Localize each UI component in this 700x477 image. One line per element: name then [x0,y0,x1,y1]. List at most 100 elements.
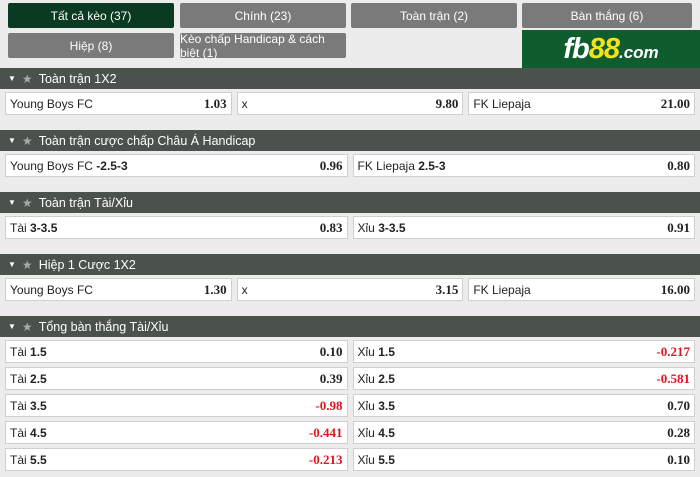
odds-cell[interactable]: Xỉu 4.5 0.28 [352,421,695,444]
odds-cell[interactable]: Xỉu 1.5 -0.217 [352,340,695,363]
odds-value: 1.30 [203,281,227,297]
selection-line: 2.5 [378,371,395,386]
section-header[interactable]: ▼ ★ Tổng bàn thắng Tài/Xỉu [0,316,700,337]
selection-label: Tài [10,425,27,440]
selection-line: 3-3.5 [30,220,58,235]
selection-label: Tài [10,398,27,413]
tab-2[interactable]: Toàn trận (2) [351,3,517,28]
market-section: ▼ ★ Toàn trận 1X2 Young Boys FC 1.03 x 9.80 F… [0,68,700,119]
selection-label: Xỉu [357,425,375,440]
selection: FK Liepaja [473,97,530,111]
odds-cell[interactable]: FK Liepaja 21.00 [468,92,696,115]
tab-0[interactable]: Tất cả kèo (37) [8,3,174,28]
odds-cell[interactable]: x 9.80 [236,92,464,115]
fb88-logo: fb 88 .com [522,30,700,68]
selection-line: 2.5-3 [418,158,446,173]
selection: Tài 1.5 [10,345,47,359]
section-header[interactable]: ▼ ★ Toàn trận 1X2 [0,68,700,89]
odds-value: -0.98 [315,397,343,413]
odds-cell[interactable]: x 3.15 [236,278,464,301]
odds-cell[interactable]: Xỉu 2.5 -0.581 [352,367,695,390]
odds-row: Young Boys FC 1.03 x 9.80 FK Liepaja 21.00 [5,92,696,115]
selection-line: 1.5 [378,344,395,359]
favorite-star-icon[interactable]: ★ [21,195,33,210]
odds-cell[interactable]: Tài 1.5 0.10 [5,340,348,363]
selection: FK Liepaja [473,283,530,297]
collapse-arrow-icon[interactable]: ▼ [8,322,16,331]
selection: Tài 4.5 [10,426,47,440]
odds-cell[interactable]: Young Boys FC -2.5-3 0.96 [5,154,348,177]
selection-label: Xỉu [357,452,375,467]
odds-cell[interactable]: Young Boys FC 1.30 [5,278,232,301]
tab-3[interactable]: Bàn thắng (6) [522,3,692,28]
odds-row: Young Boys FC -2.5-3 0.96 FK Liepaja 2.5-3… [5,154,695,177]
selection-label: Young Boys FC [10,96,93,111]
section-title: Toàn trận 1X2 [38,71,117,86]
odds-cell[interactable]: Xỉu 5.5 0.10 [352,448,695,471]
selection-label: Tài [10,452,27,467]
tab-4[interactable]: Hiệp (8) [8,33,174,58]
odds-cell[interactable]: Tài 2.5 0.39 [5,367,348,390]
selection: Tài 3.5 [10,399,47,413]
favorite-star-icon[interactable]: ★ [21,133,33,148]
selection: Xỉu 3.5 [358,399,395,413]
section-title: Toàn trận cược chấp Châu Á Handicap [38,133,256,148]
logo-text-88: 88 [588,32,620,65]
odds-value: -0.581 [656,370,690,386]
odds-cell[interactable]: Tài 4.5 -0.441 [5,421,348,444]
market-section: ▼ ★ Hiệp 1 Cược 1X2 Young Boys FC 1.30 x 3.1… [0,254,700,305]
selection: x [242,283,248,297]
odds-value: 1.03 [203,95,227,111]
selection-label: FK Liepaja [357,158,415,173]
odds-cell[interactable]: FK Liepaja 16.00 [468,278,696,301]
market-section: ▼ ★ Toàn trận Tài/Xỉu Tài 3-3.5 0.83 Xỉu 3-3.… [0,192,700,243]
odds-cell[interactable]: FK Liepaja 2.5-3 0.80 [352,154,695,177]
selection-label: Young Boys FC [10,158,93,173]
selection: Xỉu 1.5 [358,345,395,359]
selection-label: FK Liepaja [473,96,531,111]
favorite-star-icon[interactable]: ★ [21,319,33,334]
selection: Tài 5.5 [10,453,47,467]
collapse-arrow-icon[interactable]: ▼ [8,198,16,207]
selection-line: 2.5 [30,371,47,386]
collapse-arrow-icon[interactable]: ▼ [8,74,16,83]
selection: Xỉu 2.5 [358,372,395,386]
selection-label: Young Boys FC [10,282,93,297]
odds-cell[interactable]: Tài 3-3.5 0.83 [5,216,348,239]
favorite-star-icon[interactable]: ★ [21,257,33,272]
logo-text-com: .com [618,43,659,62]
odds-value: -0.213 [308,451,343,467]
selection-label: Xỉu [357,398,375,413]
selection: Xỉu 4.5 [358,426,395,440]
odds-cell[interactable]: Xỉu 3.5 0.70 [352,394,695,417]
selection-line: 5.5 [378,452,395,467]
odds-value: 16.00 [660,281,691,297]
section-title: Hiệp 1 Cược 1X2 [38,257,136,272]
selection: Xỉu 3-3.5 [358,221,406,235]
selection-label: Tài [10,371,27,386]
favorite-star-icon[interactable]: ★ [21,71,33,86]
selection-label: Xỉu [357,344,375,359]
selection: Xỉu 5.5 [358,453,395,467]
tab-5[interactable]: Kèo chấp Handicap & cách biệt (1) [180,32,346,60]
odds-cell[interactable]: Young Boys FC 1.03 [5,92,232,115]
odds-row: Young Boys FC 1.30 x 3.15 FK Liepaja 16.00 [5,278,696,301]
odds-value: 0.10 [319,343,343,359]
odds-cell[interactable]: Tài 5.5 -0.213 [5,448,348,471]
odds-cell[interactable]: Xỉu 3-3.5 0.91 [352,216,695,239]
collapse-arrow-icon[interactable]: ▼ [8,136,16,145]
odds-row: Tài 1.5 0.10 Xỉu 1.5 -0.217 [5,340,695,363]
tab-1[interactable]: Chính (23) [180,3,346,28]
selection-line: 4.5 [378,425,395,440]
collapse-arrow-icon[interactable]: ▼ [8,260,16,269]
section-header[interactable]: ▼ ★ Toàn trận cược chấp Châu Á Handicap [0,130,700,151]
selection-label: x [241,282,248,297]
section-header[interactable]: ▼ ★ Toàn trận Tài/Xỉu [0,192,700,213]
odds-value: 0.10 [667,451,690,467]
selection-line: 5.5 [30,452,47,467]
selection-line: 1.5 [30,344,47,359]
odds-cell[interactable]: Tài 3.5 -0.98 [5,394,348,417]
selection: Young Boys FC [10,283,93,297]
section-header[interactable]: ▼ ★ Hiệp 1 Cược 1X2 [0,254,700,275]
market-section: ▼ ★ Tổng bàn thắng Tài/Xỉu Tài 1.5 0.10 Xỉu 1… [0,316,700,475]
